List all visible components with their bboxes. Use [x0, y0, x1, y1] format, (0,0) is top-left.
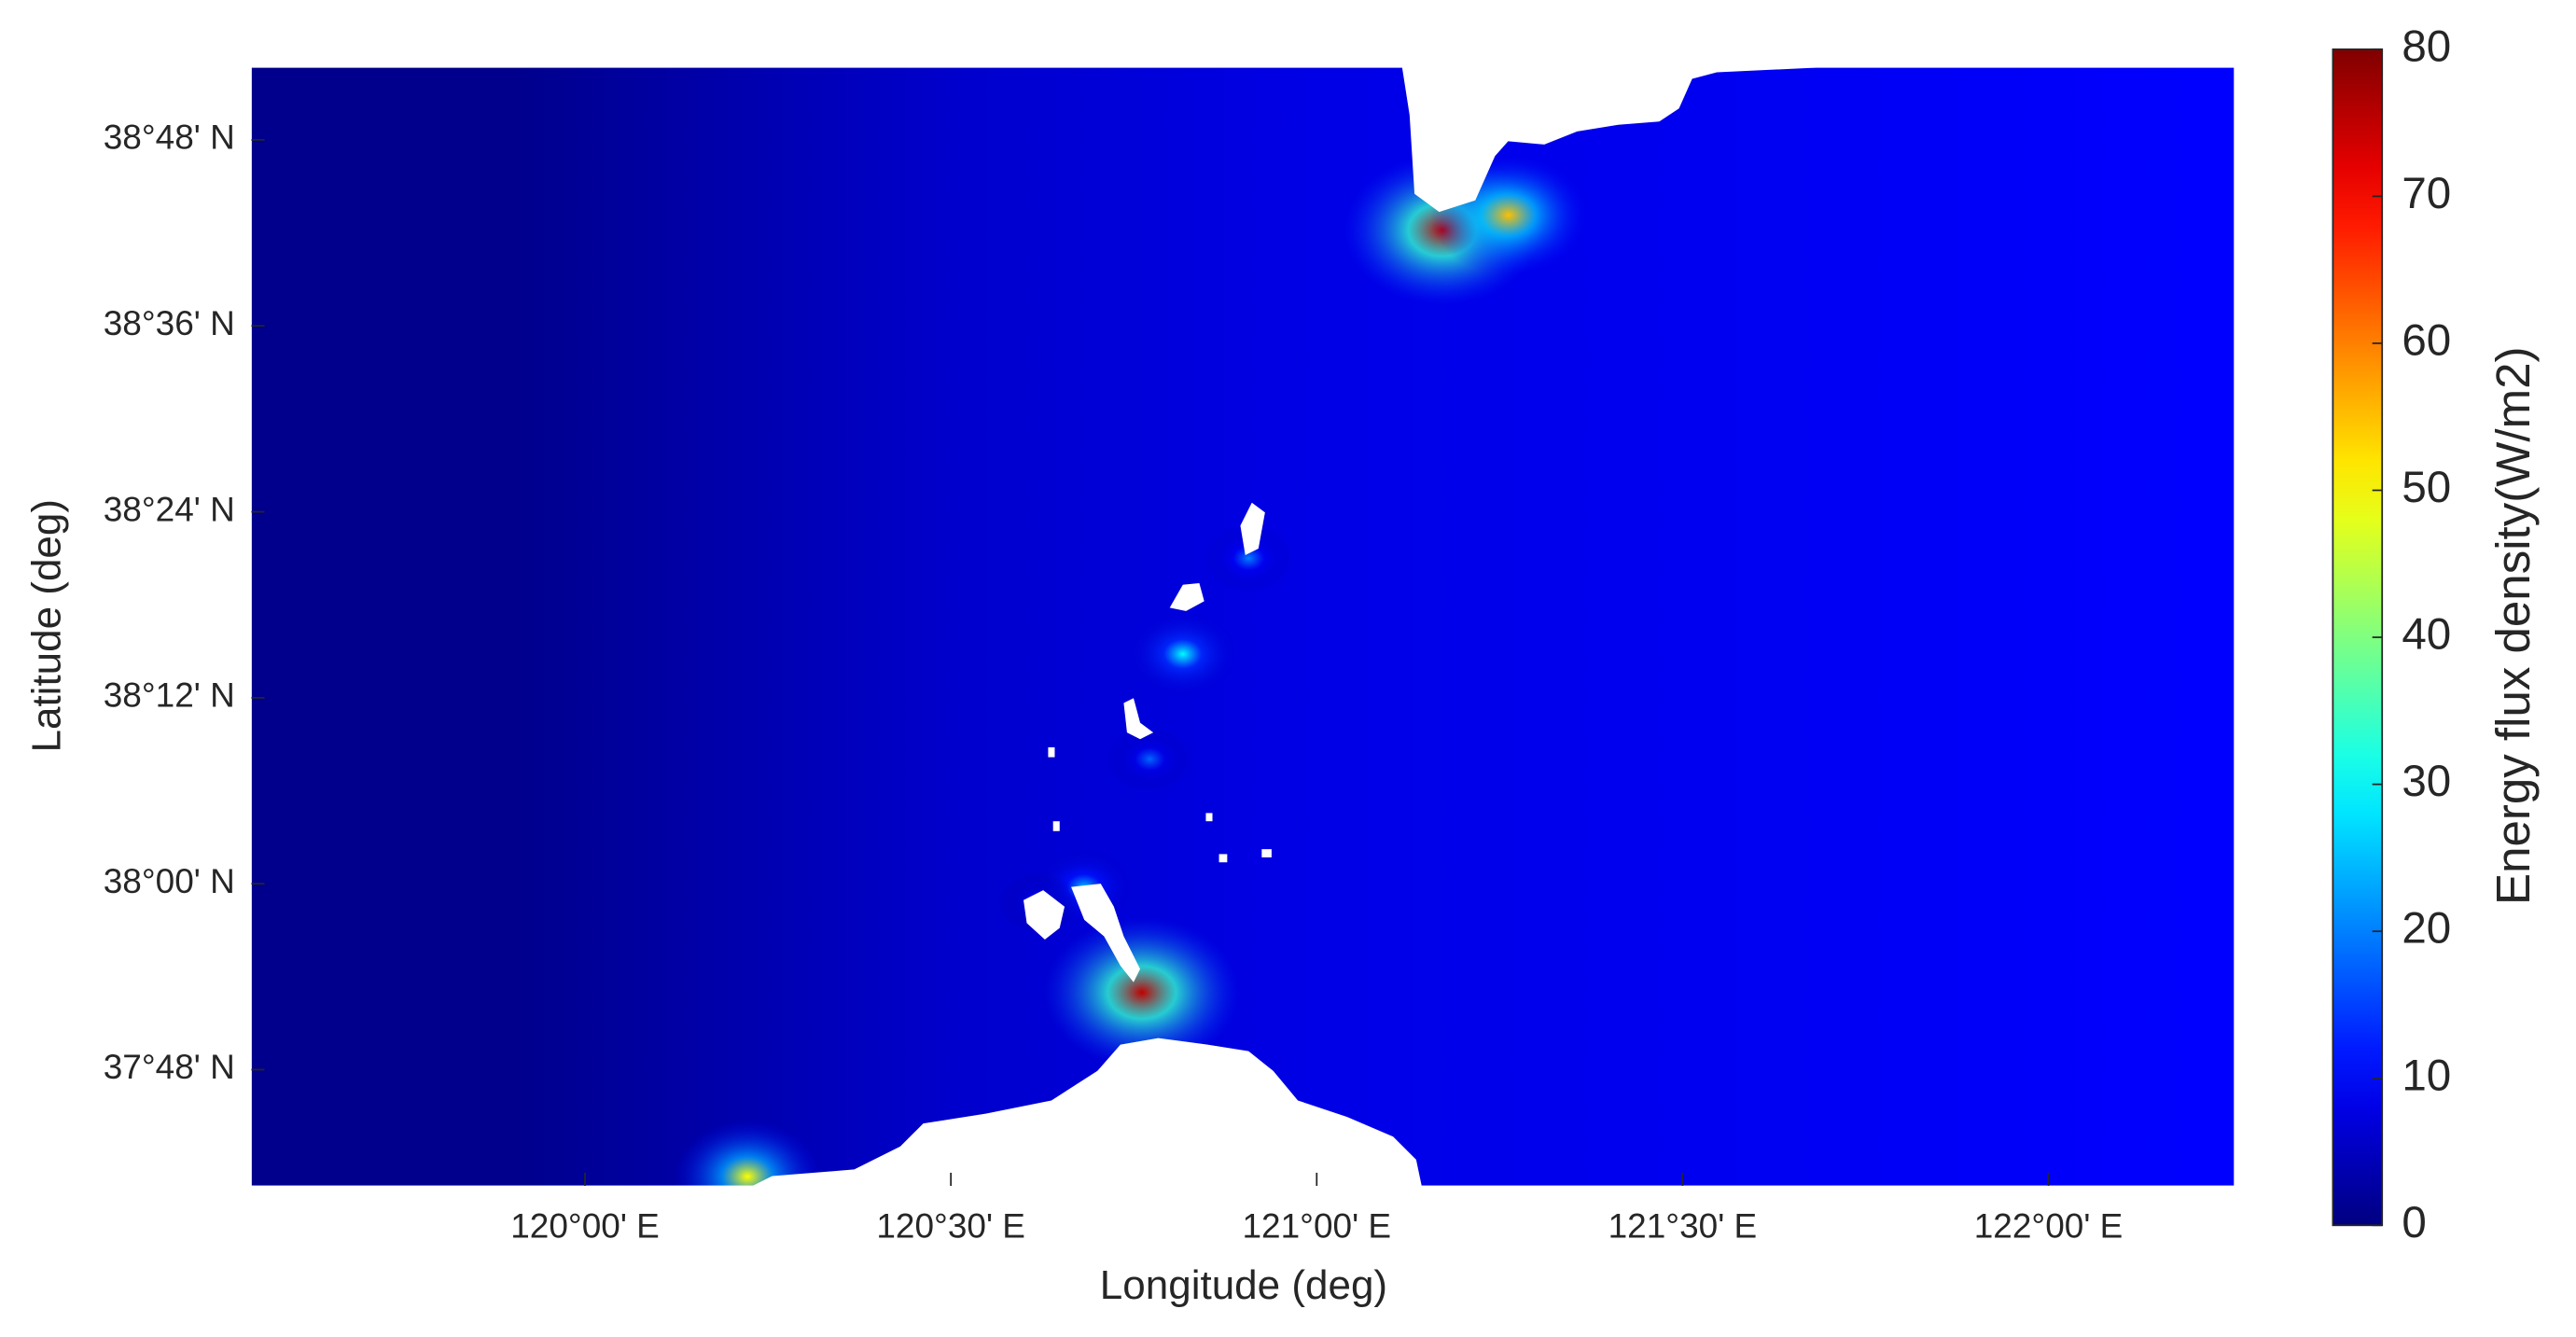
y-tick-label: 37°48' N: [104, 1048, 235, 1086]
land: [752, 67, 1824, 1187]
y-tick-label: 38°24' N: [104, 490, 235, 528]
island: [1048, 747, 1055, 758]
island: [1240, 502, 1265, 556]
island: [1261, 849, 1272, 857]
colorbar-tick-label: 70: [2402, 169, 2451, 218]
colorbar-tick-label: 50: [2402, 463, 2451, 512]
x-tick-label: 121°00' E: [1242, 1207, 1391, 1246]
hotspot: [1107, 726, 1193, 793]
land-south: [752, 1038, 1422, 1187]
colorbar-tick-label: 60: [2402, 315, 2451, 365]
colorbar-tick-label: 40: [2402, 610, 2451, 660]
x-tick-label: 121°30' E: [1608, 1207, 1758, 1246]
island: [1205, 813, 1213, 822]
hotspot: [1044, 917, 1240, 1068]
island: [1218, 854, 1228, 863]
plot-frame: [250, 66, 2235, 1187]
x-tick-label: 122°00' E: [1974, 1207, 2123, 1246]
island: [1071, 884, 1141, 982]
x-tick-label: 120°30' E: [876, 1207, 1025, 1246]
colorbar-tick-label: 30: [2402, 757, 2451, 806]
island: [1023, 890, 1065, 940]
island: [1169, 582, 1204, 611]
y-tick-label: 38°36' N: [104, 304, 235, 342]
hotspot: [674, 1120, 822, 1187]
colorbar-tick-label: 80: [2402, 21, 2451, 71]
colorbar-tick-label: 0: [2402, 1198, 2426, 1247]
island: [1052, 821, 1060, 831]
x-axis-label: Longitude (deg): [1100, 1262, 1387, 1308]
colorbar-label: Energy flux density(W/m2): [2486, 346, 2540, 904]
y-tick-label: 38°00' N: [104, 862, 235, 900]
hotspot: [1204, 523, 1294, 593]
y-axis-label: Latitude (deg): [23, 499, 69, 753]
land-north: [1401, 67, 1824, 213]
hotspot: [1128, 612, 1238, 696]
island: [1123, 698, 1154, 740]
background-field: [251, 67, 2235, 1187]
colorbar-tick-label: 10: [2402, 1051, 2451, 1100]
y-tick-label: 38°48' N: [104, 118, 235, 157]
y-tick-label: 38°12' N: [104, 676, 235, 715]
x-tick-label: 120°00' E: [510, 1207, 660, 1246]
colorbar-tick-label: 20: [2402, 904, 2451, 954]
